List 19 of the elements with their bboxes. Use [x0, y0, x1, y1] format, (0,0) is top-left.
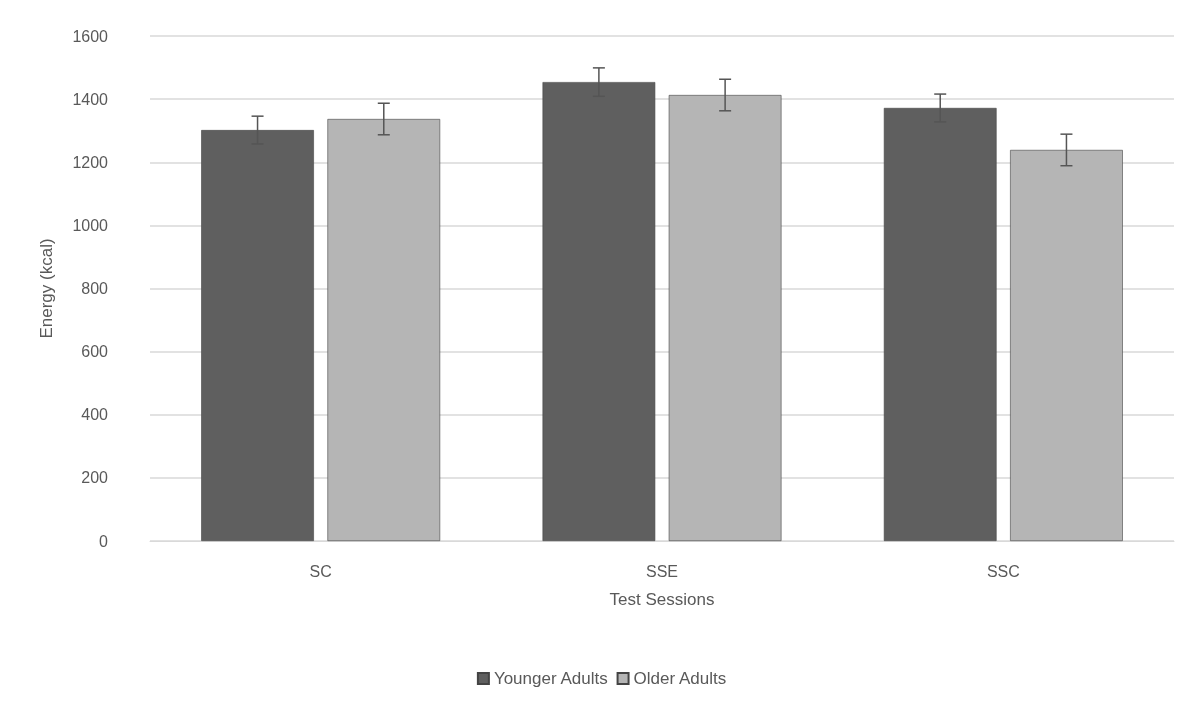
x-tick-label: SSC — [986, 562, 1020, 580]
y-tick-label: 1000 — [72, 216, 109, 234]
y-tick-label: 1200 — [72, 153, 109, 171]
x-tick-label: SSE — [645, 562, 679, 580]
y-tick-label: 400 — [81, 406, 109, 424]
y-tick-label: 1400 — [72, 90, 109, 108]
y-tick-label: 600 — [81, 343, 109, 361]
legend-label: Younger Adults — [493, 669, 608, 688]
legend-label: Older Adults — [633, 669, 727, 688]
bar — [1010, 149, 1123, 541]
y-tick-label: 800 — [81, 280, 109, 297]
y-tick-label: 0 — [99, 532, 109, 550]
y-tick-label: 200 — [81, 469, 109, 487]
bar — [668, 95, 782, 541]
bar — [327, 119, 441, 541]
x-tick-label: SC — [309, 562, 332, 580]
x-axis-title: Test Sessions — [609, 590, 715, 609]
y-axis-title: Energy (kcal) — [37, 238, 56, 339]
y-tick-label: 1600 — [72, 27, 109, 45]
